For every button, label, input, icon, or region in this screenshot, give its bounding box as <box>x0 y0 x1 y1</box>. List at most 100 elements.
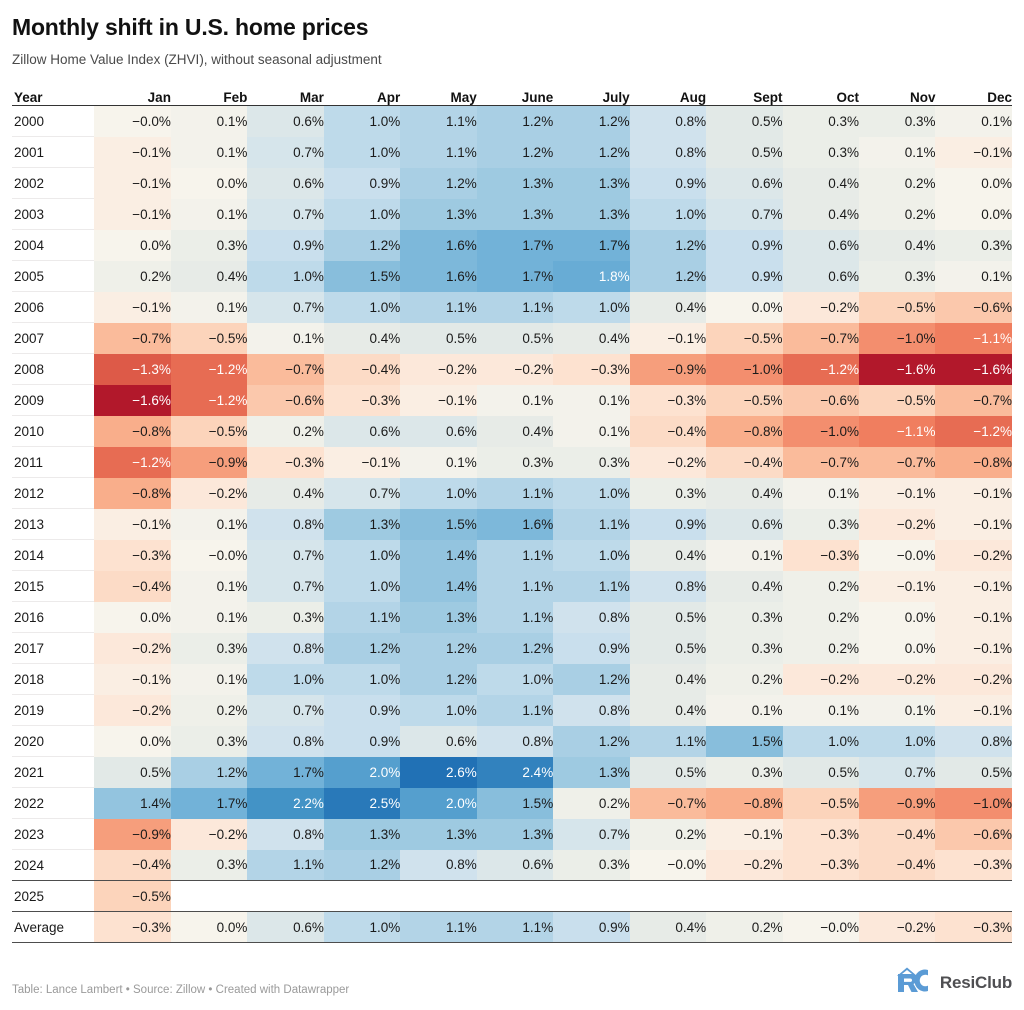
heatmap-cell: 0.4% <box>706 477 783 509</box>
table-row: 2023 −0.9% −0.2% 0.8% 1.3% 1.3% 1.3% 0.7% 0.2% −0… <box>12 818 1012 851</box>
header-row: Year Jan Feb Mar Apr May June July Aug Sept Oct Nov… <box>12 90 1012 106</box>
heatmap-cell: −0.1% <box>935 601 1012 633</box>
heatmap-cell: 0.1% <box>170 198 248 230</box>
heatmap-cell: 0.7% <box>247 539 324 571</box>
row-label-2025: 2025 <box>12 880 95 912</box>
heatmap-cell: 1.7% <box>476 260 554 292</box>
heatmap-cell: 0.6% <box>247 911 324 943</box>
heatmap-cell: 1.5% <box>323 260 401 292</box>
table-row: 2010 −0.8% −0.5% 0.2% 0.6% 0.6% 0.4% 0.1% −0.4% −… <box>12 415 1012 448</box>
heatmap-cell: −0.1% <box>935 136 1012 168</box>
heatmap-cell: 1.3% <box>400 198 477 230</box>
column-header-feb: Feb <box>223 90 248 106</box>
heatmap-cell: −0.4% <box>94 849 171 881</box>
heatmap-cell: −0.9% <box>629 353 707 385</box>
column-header-jan: Jan <box>147 90 171 106</box>
heatmap-cell: −0.5% <box>170 415 248 447</box>
heatmap-cell: 0.4% <box>553 322 630 354</box>
heatmap-cell: 1.0% <box>400 477 477 509</box>
heatmap-cell <box>859 880 936 912</box>
heatmap-cell: 0.1% <box>553 415 630 447</box>
heatmap-cell: 1.1% <box>476 539 554 571</box>
heatmap-cell <box>323 880 401 912</box>
heatmap-cell: 1.2% <box>323 849 401 881</box>
heatmap-cell: −0.1% <box>94 663 171 695</box>
heatmap-cell: 0.4% <box>629 291 707 323</box>
heatmap-cell: 0.8% <box>247 632 324 664</box>
heatmap-cell: 0.3% <box>170 632 248 664</box>
heatmap-cell <box>782 880 860 912</box>
heatmap-cell: 1.3% <box>476 167 554 199</box>
heatmap-cell: 0.7% <box>859 756 936 788</box>
table-header: Year Jan Feb Mar Apr May June July Aug Sept Oct Nov… <box>12 90 1012 106</box>
heatmap-cell: 0.1% <box>706 694 783 726</box>
heatmap-cell: −1.6% <box>935 353 1012 385</box>
heatmap-cell: 1.0% <box>247 260 324 292</box>
heatmap-cell: 0.5% <box>94 756 171 788</box>
heatmap-cell: 1.0% <box>629 198 707 230</box>
heatmap-cell: 1.2% <box>476 632 554 664</box>
table-row: 2018 −0.1% 0.1% 1.0% 1.0% 1.2% 1.0% 1.2% 0.4% 0.2… <box>12 663 1012 696</box>
heatmap-cell <box>706 880 783 912</box>
heatmap-cell: 1.1% <box>476 477 554 509</box>
column-header-june: June <box>521 90 554 106</box>
table-row: 2011 −1.2% −0.9% −0.3% −0.1% 0.1% 0.3% 0.3% −0.2… <box>12 446 1012 479</box>
heatmap-cell: 0.8% <box>935 725 1012 757</box>
heatmap-cell: 0.1% <box>400 446 477 478</box>
heatmap-cell: 0.8% <box>476 725 554 757</box>
heatmap-cell: 0.2% <box>706 911 783 943</box>
row-label-2013: 2013 <box>12 508 95 541</box>
heatmap-cell: −0.4% <box>706 446 783 478</box>
heatmap-cell: 1.3% <box>553 198 630 230</box>
heatmap-cell: 0.3% <box>247 601 324 633</box>
heatmap-cell: 1.8% <box>553 260 630 292</box>
heatmap-cell: 1.0% <box>323 198 401 230</box>
column-header-dec: Dec <box>987 90 1012 106</box>
table-row: 2004 0.0% 0.3% 0.9% 1.2% 1.6% 1.7% 1.7% 1.2% 0.9%… <box>12 229 1012 262</box>
table-row: 2021 0.5% 1.2% 1.7% 2.0% 2.6% 2.4% 1.3% 0.5% 0.3%… <box>12 756 1012 789</box>
resiclub-logo[interactable]: ResiClub <box>896 967 1012 998</box>
heatmap-cell: −1.0% <box>706 353 783 385</box>
table-row: 2006 −0.1% 0.1% 0.7% 1.0% 1.1% 1.1% 1.0% 0.4% 0.0… <box>12 291 1012 324</box>
row-label-2003: 2003 <box>12 198 95 231</box>
heatmap-cell: 1.0% <box>782 725 860 757</box>
heatmap-cell: −0.9% <box>859 787 936 819</box>
heatmap-cell <box>247 880 324 912</box>
heatmap-cell <box>553 880 630 912</box>
row-label-2002: 2002 <box>12 167 95 200</box>
heatmap-cell: 0.7% <box>553 818 630 850</box>
heatmap-cell: 1.2% <box>553 725 630 757</box>
heatmap-cell: 0.5% <box>476 322 554 354</box>
heatmap-cell: 1.0% <box>323 663 401 695</box>
heatmap-cell: 1.0% <box>859 725 936 757</box>
heatmap-cell: −0.3% <box>94 539 171 571</box>
heatmap-cell: 0.8% <box>553 694 630 726</box>
heatmap-cell: 0.6% <box>476 849 554 881</box>
heatmap-cell: 0.4% <box>782 198 860 230</box>
home-price-heatmap-table: Year Jan Feb Mar Apr May June July Aug Sept Oct Nov… <box>12 90 1012 943</box>
heatmap-cell: −0.1% <box>94 291 171 323</box>
heatmap-cell: 0.6% <box>247 167 324 199</box>
heatmap-cell: 0.3% <box>553 849 630 881</box>
credit-text: Table: Lance Lambert • Source: Zillow • … <box>12 983 350 996</box>
heatmap-cell: 0.6% <box>247 105 324 137</box>
heatmap-cell: −0.7% <box>782 446 860 478</box>
heatmap-cell: 0.7% <box>247 136 324 168</box>
heatmap-cell: 0.2% <box>782 570 860 602</box>
heatmap-cell: 1.2% <box>553 105 630 137</box>
heatmap-cell: −0.8% <box>94 477 171 509</box>
column-header-sept: Sept <box>753 90 783 106</box>
heatmap-cell: −0.2% <box>170 818 248 850</box>
heatmap-cell: 0.0% <box>94 725 171 757</box>
heatmap-cell: 0.8% <box>247 508 324 540</box>
heatmap-cell: 0.6% <box>706 508 783 540</box>
heatmap-cell: 0.0% <box>170 911 248 943</box>
heatmap-cell: 1.2% <box>553 136 630 168</box>
heatmap-cell: 0.4% <box>629 911 707 943</box>
heatmap-cell: −0.1% <box>94 198 171 230</box>
heatmap-cell: 1.0% <box>323 570 401 602</box>
heatmap-cell: 0.4% <box>629 694 707 726</box>
heatmap-cell: 1.2% <box>629 229 707 261</box>
heatmap-cell: −0.7% <box>782 322 860 354</box>
